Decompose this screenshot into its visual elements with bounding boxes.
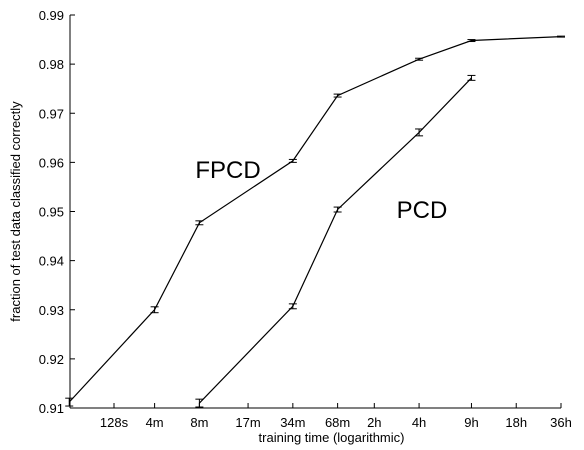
y-tick-label: 0.91 — [39, 401, 64, 416]
series-line-fpcd — [68, 36, 562, 403]
x-tick-label: 68m — [325, 415, 350, 430]
y-tick-label: 0.98 — [39, 57, 64, 72]
x-tick-label: 34m — [280, 415, 305, 430]
y-tick-label: 0.96 — [39, 155, 64, 170]
data-point-fpcd — [415, 57, 424, 61]
series-layer — [65, 35, 565, 408]
x-tick-label: 17m — [235, 415, 260, 430]
data-point-fpcd — [150, 306, 159, 314]
data-point-pcd — [195, 398, 204, 408]
x-tick-label: 4h — [412, 415, 426, 430]
x-tick-label: 36h — [550, 415, 572, 430]
x-tick-label: 128s — [100, 415, 129, 430]
x-tick-label: 2h — [367, 415, 381, 430]
x-tick-label: 8m — [190, 415, 208, 430]
data-point-fpcd — [467, 39, 476, 43]
y-tick-label: 0.99 — [39, 8, 64, 23]
y-tick-label: 0.97 — [39, 106, 64, 121]
label-layer: 0.91 0.92 0.93 0.94 0.95 0.96 0.97 0.98 0.99 128s… — [8, 8, 572, 445]
x-tick-label: 9h — [464, 415, 478, 430]
x-axis-title: training time (logarithmic) — [259, 430, 405, 445]
data-point-pcd — [333, 206, 342, 213]
data-point-fpcd — [288, 158, 297, 163]
data-point-pcd — [415, 128, 424, 137]
y-tick-label: 0.94 — [39, 254, 64, 269]
x-tick-label: 18h — [505, 415, 527, 430]
data-point-pcd — [467, 74, 476, 81]
data-point-pcd — [288, 303, 297, 310]
data-point-fpcd — [557, 35, 565, 38]
series-line-pcd — [198, 77, 472, 404]
data-point-fpcd — [333, 93, 342, 98]
y-tick-label: 0.92 — [39, 352, 64, 367]
data-point-fpcd — [65, 397, 74, 407]
series-label-pcd: PCD — [397, 197, 448, 224]
axes — [69, 14, 562, 409]
y-tick-label: 0.95 — [39, 205, 64, 220]
y-axis-title: fraction of test data classified correct… — [8, 101, 23, 322]
y-tick-label: 0.93 — [39, 303, 64, 318]
x-tick-label: 4m — [146, 415, 164, 430]
data-point-fpcd — [195, 220, 204, 226]
series-label-fpcd: FPCD — [195, 157, 260, 184]
